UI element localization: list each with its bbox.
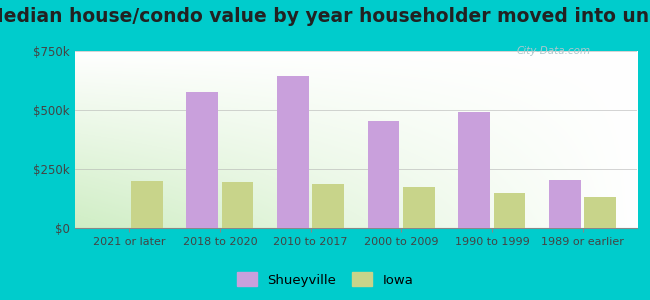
Bar <box>494 193 525 228</box>
Bar <box>187 92 218 228</box>
Bar <box>584 197 616 228</box>
Bar <box>403 187 435 228</box>
Bar <box>368 121 399 228</box>
Bar <box>313 184 344 228</box>
Legend: Shueyville, Iowa: Shueyville, Iowa <box>231 267 419 292</box>
Bar <box>458 112 490 228</box>
Bar <box>277 76 309 228</box>
Bar <box>549 180 581 228</box>
Text: Median house/condo value by year householder moved into unit: Median house/condo value by year househo… <box>0 8 650 26</box>
Bar <box>222 182 254 228</box>
Text: City-Data.com: City-Data.com <box>517 46 591 56</box>
Bar <box>131 181 162 228</box>
